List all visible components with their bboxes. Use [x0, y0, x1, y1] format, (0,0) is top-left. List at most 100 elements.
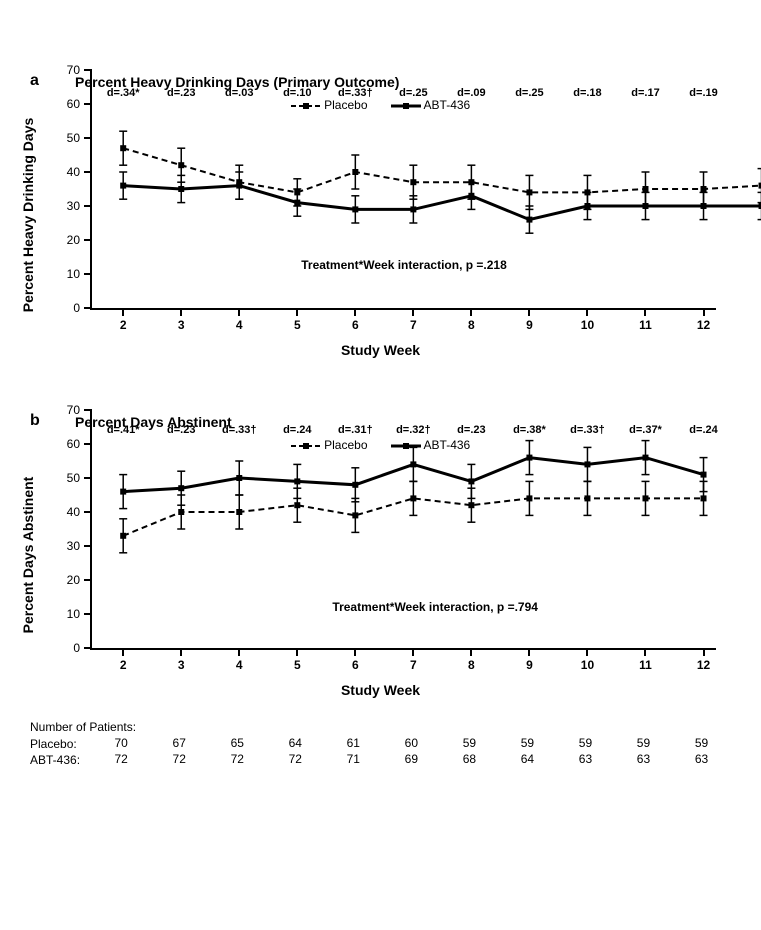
data-point-abt436 [119, 172, 127, 199]
x-tick-label: 2 [120, 308, 127, 332]
data-point-placebo [119, 131, 127, 165]
y-tick-label: 40 [67, 505, 92, 519]
panel-b-plot-area: 01020304050607023456789101112d=.41*d=.23… [90, 410, 716, 650]
data-point-abt436 [641, 441, 649, 475]
x-tick-label: 12 [697, 308, 710, 332]
panel-b: b Percent Days Abstinent Placebo ABT-436… [20, 410, 741, 700]
data-point-placebo [409, 481, 417, 515]
data-point-placebo [758, 169, 761, 203]
panel-a-chart: Percent Heavy Drinking Days 010203040506… [20, 70, 741, 360]
patients-row: ABT-436:7272727271696864636363 [30, 752, 741, 768]
patients-cell: 64 [289, 736, 302, 750]
patients-cell: 59 [521, 736, 534, 750]
patients-row-label: ABT-436: [30, 753, 90, 767]
x-tick-label: 7 [410, 308, 417, 332]
x-tick-label: 9 [526, 648, 533, 672]
data-point-abt436 [409, 447, 417, 481]
data-point-abt436 [235, 172, 243, 199]
data-point-abt436 [700, 458, 708, 492]
patients-cell: 72 [115, 752, 128, 766]
patients-cell: 63 [637, 752, 650, 766]
x-tick-label: 4 [236, 648, 243, 672]
data-point-placebo [119, 519, 127, 553]
data-point-placebo [409, 165, 417, 199]
data-point-abt436 [119, 475, 127, 509]
y-tick-label: 40 [67, 165, 92, 179]
y-tick-label: 20 [67, 233, 92, 247]
patients-cell: 68 [463, 752, 476, 766]
patients-cell: 59 [463, 736, 476, 750]
y-tick-label: 70 [67, 403, 92, 417]
patients-cell: 59 [637, 736, 650, 750]
series-svg [92, 410, 716, 648]
patients-cell: 72 [231, 752, 244, 766]
data-point-abt436 [583, 192, 591, 219]
data-point-abt436 [177, 471, 185, 505]
panel-a-ylabel: Percent Heavy Drinking Days [20, 118, 36, 313]
x-tick-label: 10 [581, 648, 594, 672]
patients-cell: 72 [289, 752, 302, 766]
y-tick-label: 60 [67, 97, 92, 111]
patients-cell: 67 [173, 736, 186, 750]
y-tick-label: 30 [67, 539, 92, 553]
x-tick-label: 6 [352, 648, 359, 672]
series-svg [92, 70, 716, 308]
y-tick-label: 50 [67, 131, 92, 145]
panel-a-plot-area: 01020304050607023456789101112d=.34*d=.23… [90, 70, 716, 310]
x-tick-label: 3 [178, 648, 185, 672]
x-tick-label: 5 [294, 648, 301, 672]
y-tick-label: 10 [67, 267, 92, 281]
panel-b-xlabel: Study Week [20, 682, 741, 698]
data-point-abt436 [467, 464, 475, 498]
patients-cell: 59 [695, 736, 708, 750]
x-tick-label: 10 [581, 308, 594, 332]
data-point-abt436 [293, 464, 301, 498]
x-tick-label: 12 [697, 648, 710, 672]
patients-cell: 60 [405, 736, 418, 750]
y-tick-label: 0 [73, 641, 92, 655]
x-tick-label: 2 [120, 648, 127, 672]
data-point-placebo [641, 481, 649, 515]
patients-table: Number of Patients: Placebo:706765646160… [30, 720, 741, 768]
x-tick-label: 11 [639, 648, 652, 672]
patients-cell: 63 [579, 752, 592, 766]
panel-b-ylabel: Percent Days Abstinent [20, 477, 36, 634]
series-line-abt436 [123, 186, 761, 220]
patients-cells: 7067656461605959595959 [90, 736, 741, 752]
panel-a-xlabel: Study Week [20, 342, 741, 358]
y-tick-label: 0 [73, 301, 92, 315]
x-tick-label: 4 [236, 308, 243, 332]
data-point-abt436 [467, 182, 475, 209]
data-point-abt436 [583, 447, 591, 481]
data-point-placebo [235, 495, 243, 529]
x-tick-label: 5 [294, 308, 301, 332]
data-point-abt436 [641, 192, 649, 219]
y-tick-label: 70 [67, 63, 92, 77]
y-tick-label: 20 [67, 573, 92, 587]
x-tick-label: 8 [468, 308, 475, 332]
x-tick-label: 3 [178, 308, 185, 332]
patients-cell: 71 [347, 752, 360, 766]
y-tick-label: 60 [67, 437, 92, 451]
patients-cells: 7272727271696864636363 [90, 752, 741, 768]
y-tick-label: 10 [67, 607, 92, 621]
data-point-abt436 [177, 175, 185, 202]
data-point-placebo [351, 498, 359, 532]
y-tick-label: 50 [67, 471, 92, 485]
y-tick-label: 30 [67, 199, 92, 213]
patients-cell: 63 [695, 752, 708, 766]
patients-row: Placebo:7067656461605959595959 [30, 736, 741, 752]
data-point-abt436 [235, 461, 243, 495]
data-point-abt436 [351, 468, 359, 502]
patients-row-label: Placebo: [30, 737, 90, 751]
data-point-abt436 [700, 192, 708, 219]
data-point-placebo [351, 155, 359, 189]
x-tick-label: 8 [468, 648, 475, 672]
data-point-placebo [525, 175, 533, 209]
data-point-placebo [583, 481, 591, 515]
x-tick-label: 6 [352, 308, 359, 332]
patients-cell: 64 [521, 752, 534, 766]
x-tick-label: 7 [410, 648, 417, 672]
data-point-abt436 [351, 196, 359, 223]
patients-table-title: Number of Patients: [30, 720, 741, 734]
